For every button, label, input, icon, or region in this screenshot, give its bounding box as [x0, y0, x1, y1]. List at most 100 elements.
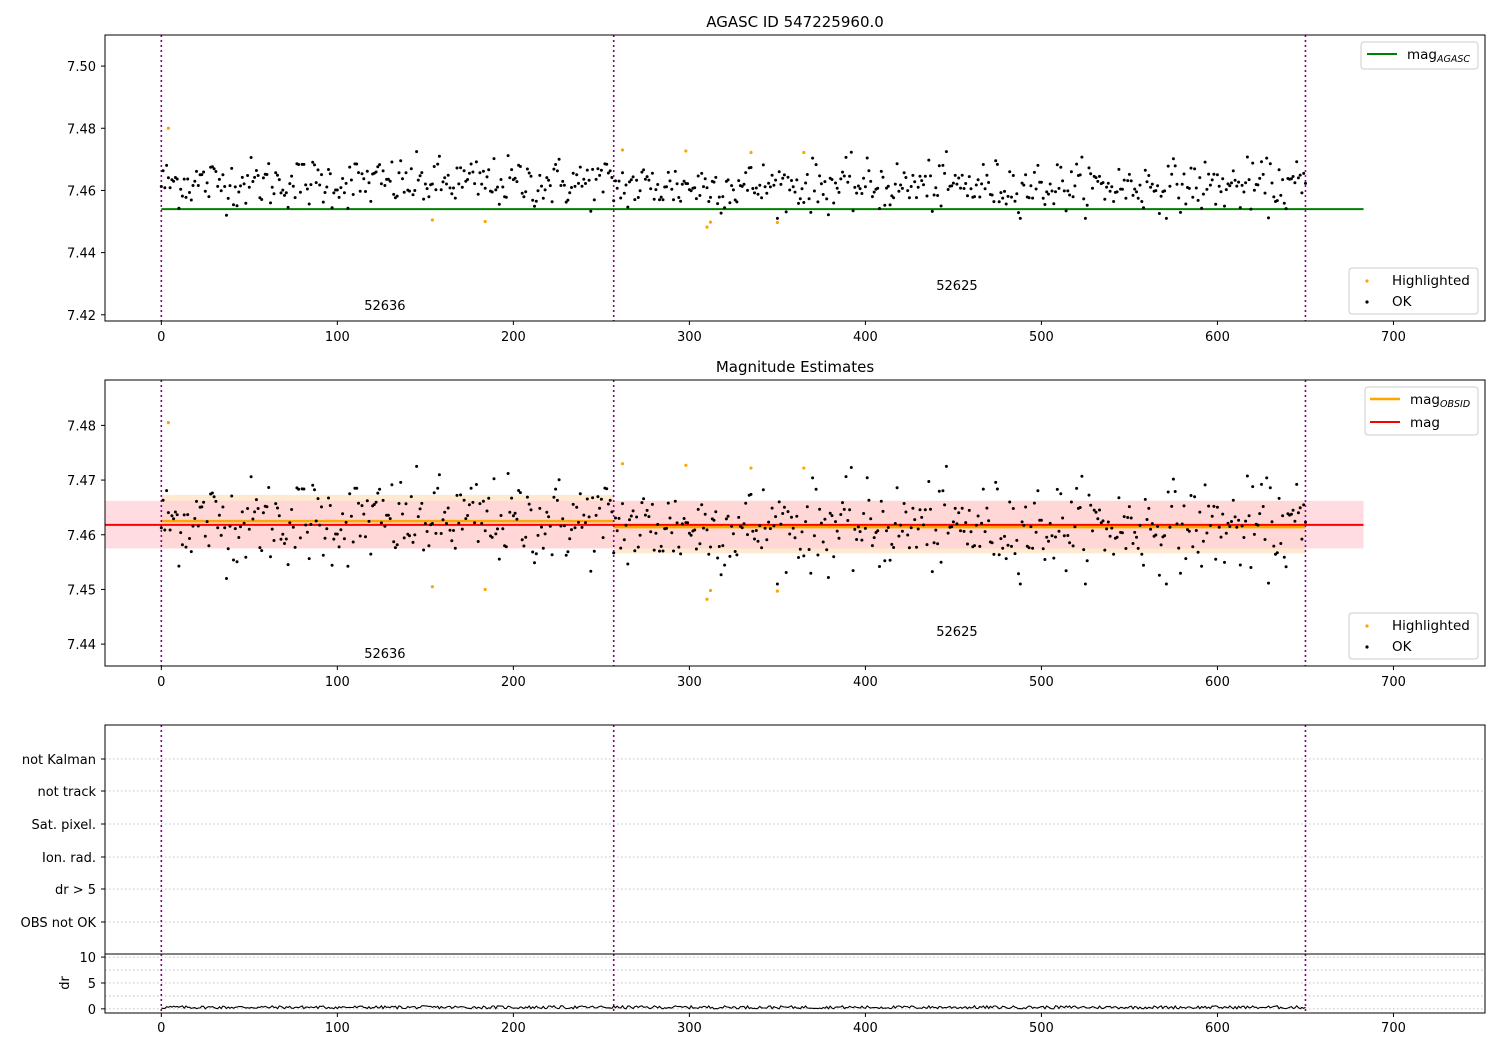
ok-point: [856, 525, 860, 529]
ok-point: [367, 519, 371, 523]
ok-point: [568, 191, 572, 195]
ok-point: [635, 515, 639, 519]
ok-point: [193, 517, 197, 520]
ok-point: [1083, 216, 1087, 220]
ok-point: [515, 517, 519, 521]
ok-point: [235, 204, 239, 208]
ok-point: [277, 178, 281, 182]
ok-point: [848, 508, 852, 512]
x-tick-label: 100: [325, 330, 350, 345]
ok-point: [925, 194, 929, 198]
legend-label-main: mag: [1410, 392, 1440, 408]
ok-point: [719, 573, 723, 577]
ok-point: [260, 549, 264, 553]
ok-point: [1066, 189, 1070, 193]
ok-point: [494, 188, 498, 192]
ok-point: [689, 189, 693, 193]
ok-point: [203, 189, 207, 193]
ok-point: [1230, 520, 1233, 523]
ok-point: [473, 521, 477, 525]
ok-point: [1256, 523, 1260, 527]
ok-point: [1284, 207, 1288, 211]
ok-point: [835, 529, 839, 533]
ok-point: [1272, 544, 1276, 548]
ok-point: [716, 202, 720, 206]
legend-label-sub: AGASC: [1436, 54, 1470, 65]
ok-point: [892, 196, 896, 200]
ok-point: [934, 186, 938, 190]
ok-point: [1027, 546, 1031, 550]
ok-point: [770, 506, 774, 510]
highlighted-point: [166, 126, 170, 130]
ok-point: [446, 173, 450, 177]
ok-point: [1110, 526, 1114, 530]
ok-point: [1304, 181, 1307, 185]
ok-point: [320, 505, 323, 509]
ok-point: [915, 545, 918, 549]
ok-point: [297, 163, 301, 166]
ok-point: [1235, 184, 1239, 188]
ok-point: [501, 185, 505, 189]
ok-point: [388, 517, 392, 521]
ok-point: [953, 506, 957, 510]
ok-point: [1018, 582, 1022, 586]
ok-point: [1223, 204, 1226, 208]
ok-point: [365, 499, 369, 503]
ok-point: [545, 510, 549, 514]
ok-point: [540, 184, 543, 188]
ok-point: [413, 533, 417, 537]
ok-point: [698, 194, 702, 197]
ok-point: [1268, 486, 1272, 490]
ok-point: [235, 560, 239, 564]
ok-point: [427, 544, 431, 548]
ok-point: [411, 540, 415, 544]
highlighted-point: [430, 585, 434, 589]
x-tick-label: 700: [1381, 675, 1406, 690]
ok-point: [436, 162, 440, 166]
ok-point: [284, 191, 288, 195]
ok-point: [594, 177, 598, 181]
ok-point: [1117, 496, 1121, 500]
ok-point: [214, 170, 218, 173]
ok-point: [418, 174, 422, 178]
x-tick-label: 0: [157, 330, 165, 345]
ok-point: [298, 536, 302, 540]
ok-point: [999, 191, 1003, 195]
ok-point: [1267, 216, 1270, 220]
ok-point: [999, 537, 1003, 541]
axes-frame: [104, 34, 1486, 322]
highlighted-point: [749, 466, 753, 470]
ok-point: [513, 511, 517, 515]
ok-point: [1198, 510, 1202, 514]
ok-point: [760, 546, 764, 550]
ok-point: [402, 190, 406, 194]
ok-point: [895, 486, 899, 490]
ok-point: [1069, 170, 1073, 174]
ok-point: [823, 180, 827, 184]
ok-point: [196, 184, 200, 187]
ok-point: [761, 488, 765, 492]
ok-point: [416, 515, 420, 519]
ok-point: [506, 472, 510, 475]
highlighted-point: [705, 225, 709, 229]
highlighted-point: [620, 148, 625, 152]
ok-point: [1003, 534, 1006, 538]
ok-point: [659, 195, 663, 199]
ok-point: [946, 531, 950, 535]
y-tick-label: 7.48: [67, 419, 96, 434]
ok-point: [1082, 197, 1086, 201]
ok-point: [1177, 546, 1181, 550]
ok-point: [478, 171, 482, 175]
ok-point: [629, 178, 633, 182]
legend-marker-ok: [1365, 300, 1369, 304]
ok-point: [1289, 177, 1293, 181]
ok-point: [1041, 196, 1045, 200]
obsid-label: 52636: [364, 299, 405, 314]
ok-point: [670, 531, 674, 535]
ok-point: [1024, 173, 1028, 177]
ok-point: [543, 532, 547, 536]
ok-point: [585, 168, 589, 172]
ok-point: [1055, 163, 1059, 167]
ok-point: [614, 516, 617, 520]
ok-point: [723, 206, 727, 210]
